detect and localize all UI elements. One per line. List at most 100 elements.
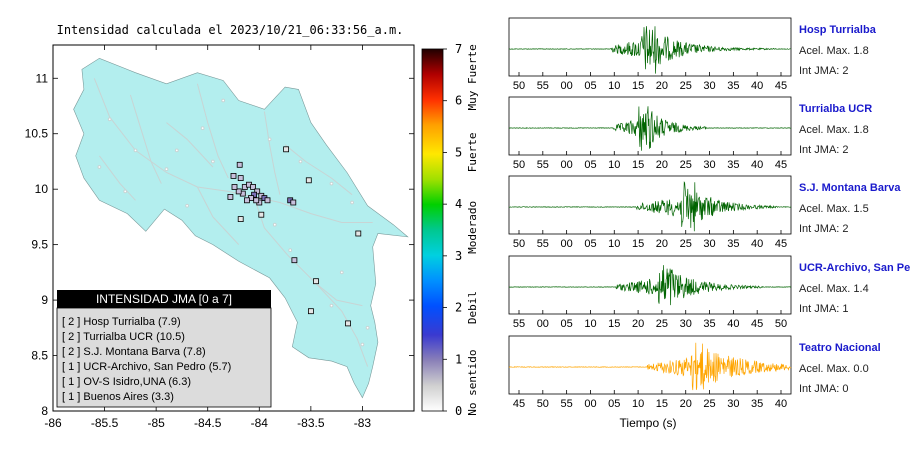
- time-tick-label: 00: [561, 238, 573, 250]
- colorbar-ticks: 0 1 2 3 4 5 6 7: [443, 42, 462, 418]
- station-marker: [237, 175, 244, 182]
- colorbar-category: Debil: [466, 291, 479, 324]
- time-tick-label: 30: [680, 318, 692, 330]
- colorbar-tick-label: 1: [455, 352, 462, 366]
- road: [93, 78, 373, 223]
- time-tick-label: 15: [632, 80, 644, 92]
- legend-item: [ 2 ] Turrialba UCR (10.5): [62, 331, 185, 343]
- colorbar-category: No sentido: [466, 349, 479, 415]
- time-tick-label: 00: [561, 80, 573, 92]
- time-tick-label: 35: [751, 398, 763, 410]
- waveform-trace: [508, 106, 792, 151]
- road: [196, 186, 240, 245]
- time-tick-label: 45: [775, 80, 787, 92]
- time-tick-label: 30: [703, 159, 715, 171]
- x-tick-label: -83: [354, 416, 372, 430]
- accel-max: Acel. Max. 1.4: [799, 283, 869, 295]
- waveform-frame: [508, 175, 792, 235]
- x-tick-label: -85.5: [91, 416, 119, 430]
- time-tick-label: 50: [513, 80, 525, 92]
- time-tick-label: 15: [632, 159, 644, 171]
- time-tick-label: 20: [680, 398, 692, 410]
- station-marker: [237, 216, 244, 223]
- time-tick-label: 20: [632, 318, 644, 330]
- town-dot: [339, 270, 344, 275]
- time-tick-label: 25: [656, 318, 668, 330]
- colorbar-category: Moderado: [466, 201, 479, 254]
- station-marker: [291, 257, 298, 264]
- colorbar-tick-label: 0: [455, 404, 462, 418]
- time-tick-label: 30: [703, 80, 715, 92]
- time-tick-label: 30: [727, 398, 739, 410]
- map-axes: -86 -85.5 -85 -84.5 -84 -83.5 -83 8 8.5 9 9.5 10 10.…: [25, 45, 414, 430]
- time-tick-label: 55: [537, 238, 549, 250]
- jma-intensity: Int JMA: 0: [799, 383, 849, 395]
- time-tick-label: 25: [680, 159, 692, 171]
- colorbar-tick-label: 6: [455, 94, 462, 108]
- time-tick-label: 45: [775, 159, 787, 171]
- time-tick-label: 05: [584, 238, 596, 250]
- x-tick-label: -84.5: [194, 416, 222, 430]
- time-tick-label: 25: [703, 398, 715, 410]
- colorbar-tick-label: 3: [455, 249, 462, 263]
- accel-max: Acel. Max. 0.0: [799, 363, 869, 375]
- y-tick-label: 9: [41, 293, 48, 307]
- waveform-frame: [508, 255, 792, 315]
- time-tick-label: 10: [608, 238, 620, 250]
- station-marker: [355, 230, 362, 237]
- time-tick-label: 00: [537, 318, 549, 330]
- town-dot: [133, 148, 138, 153]
- town-dot: [360, 342, 365, 347]
- roads-layer: [93, 78, 373, 367]
- colorbar: [421, 48, 444, 412]
- time-tick-label: 50: [775, 318, 787, 330]
- time-tick-label: 25: [680, 80, 692, 92]
- y-tick-label: 8.5: [31, 349, 48, 363]
- time-tick-label: 40: [727, 318, 739, 330]
- time-tick-label: 15: [608, 318, 620, 330]
- x-tick-label: -84: [251, 416, 269, 430]
- colorbar-tick-label: 2: [455, 301, 462, 315]
- time-tick-label: 55: [537, 159, 549, 171]
- costa-rica-land: [73, 57, 409, 399]
- y-tick-label: 11: [36, 71, 49, 85]
- station-marker: [313, 278, 319, 285]
- time-tick-label: 05: [584, 159, 596, 171]
- town-dot: [221, 98, 226, 103]
- time-tick-label: 35: [727, 238, 739, 250]
- time-tick-label: 05: [584, 80, 596, 92]
- station-marker: [231, 184, 238, 190]
- station-marker: [254, 188, 261, 195]
- town-dot: [97, 165, 102, 169]
- road: [166, 122, 214, 168]
- station-name: S.J. Montana Barva: [799, 182, 901, 194]
- station-marker: [264, 197, 271, 204]
- town-dot: [288, 248, 293, 253]
- road: [263, 111, 281, 195]
- town-dot: [123, 189, 128, 194]
- time-tick-label: 15: [632, 238, 644, 250]
- time-tick-label: 40: [751, 238, 763, 250]
- time-tick-label: 55: [561, 398, 573, 410]
- road: [315, 283, 363, 307]
- legend-title: INTENSIDAD JMA [0 a 7]: [96, 292, 232, 306]
- road: [98, 155, 136, 201]
- colorbar-tick-label: 5: [455, 145, 462, 159]
- time-tick-label: 10: [608, 80, 620, 92]
- legend-item: [ 2 ] S.J. Montana Barva (7.8): [62, 346, 206, 358]
- time-tick-label: 20: [656, 159, 668, 171]
- time-tick-label: 40: [751, 159, 763, 171]
- y-tick-label: 10: [35, 182, 49, 196]
- town-dot: [164, 167, 169, 172]
- station-marker: [235, 188, 242, 195]
- waveform-panel: 50 55 00 05 10 15 20 25 30 35 40 45 Turrialba UCR Ace…: [508, 96, 872, 171]
- waveform-trace: [508, 26, 791, 74]
- time-tick-label: 00: [561, 159, 573, 171]
- time-tick-label: 50: [513, 238, 525, 250]
- time-tick-label: 45: [751, 318, 763, 330]
- time-tick-label: 55: [513, 318, 525, 330]
- y-tick-label: 10.5: [25, 127, 49, 141]
- town-dot: [272, 222, 277, 227]
- station-marker: [305, 177, 312, 184]
- time-tick-label: 20: [656, 238, 668, 250]
